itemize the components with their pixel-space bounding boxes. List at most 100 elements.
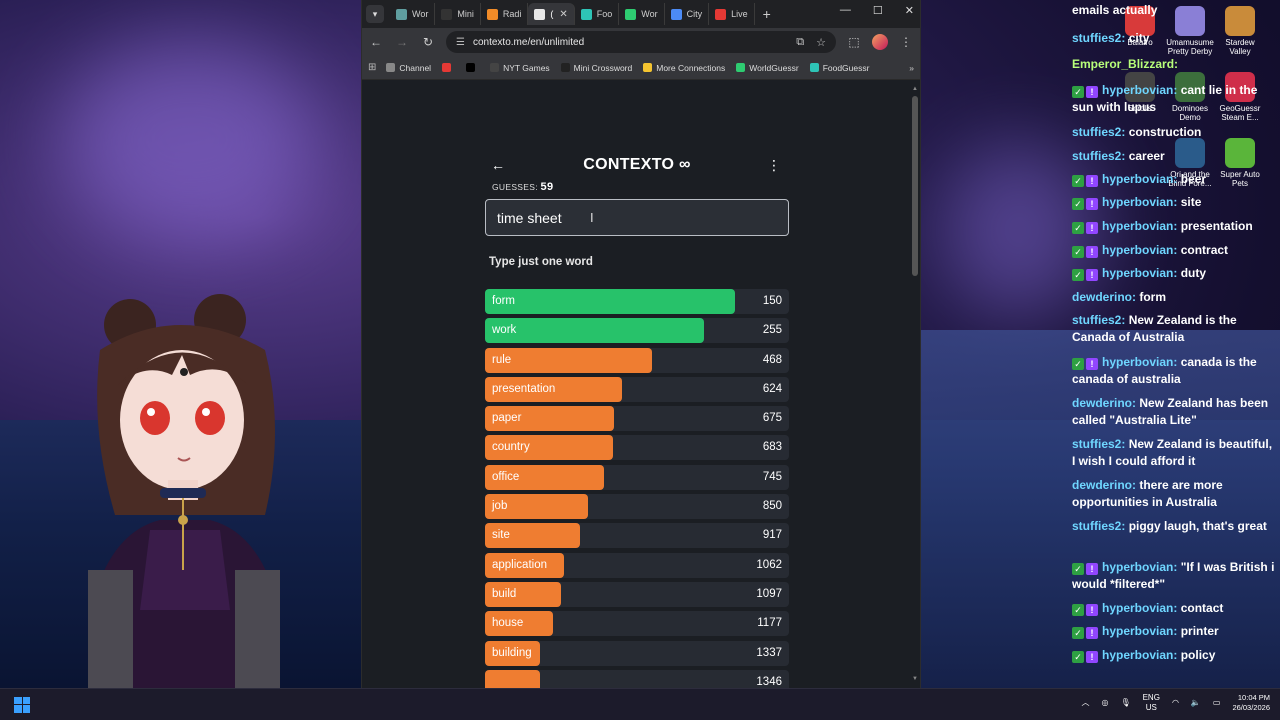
tab-close-icon[interactable]: ✕ <box>559 8 568 20</box>
microphone-icon[interactable]: 🎙 <box>1120 698 1131 708</box>
browser-tab[interactable]: Wor <box>390 3 436 25</box>
page-scrollbar[interactable]: ▲ ▼ <box>912 86 918 682</box>
site-info-icon[interactable]: ☰ <box>456 36 465 48</box>
browser-tab[interactable]: Mini <box>435 3 481 25</box>
volume-icon[interactable]: 🔈 <box>1190 698 1201 708</box>
chat-text: city <box>1128 31 1150 45</box>
bookmark-star-icon[interactable]: ☆ <box>816 36 826 49</box>
chat-text: career <box>1128 149 1165 163</box>
clock[interactable]: 10:04 PM 26/03/2026 <box>1232 693 1270 713</box>
tray-app-icon[interactable]: ◎ <box>1101 698 1109 708</box>
browser-tab[interactable]: Live <box>709 3 755 25</box>
shortcut-icon <box>1175 72 1205 102</box>
more-bookmarks-icon[interactable]: » <box>909 62 914 73</box>
language-indicator[interactable]: ENG US <box>1143 693 1160 712</box>
bookmark-item[interactable] <box>466 63 479 72</box>
similarity-bar <box>485 347 653 373</box>
keyboard-region: US <box>1145 702 1157 712</box>
shortcut-label: Dominoes Demo <box>1171 104 1208 123</box>
tray-overflow-icon[interactable]: ︿ <box>1081 698 1090 708</box>
subscriber-badge-icon: ! <box>1086 198 1098 210</box>
tab-favicon-icon <box>441 8 453 20</box>
desktop-shortcut[interactable]: Scrolls <box>1115 72 1165 113</box>
chat-text: contract <box>1180 243 1229 257</box>
chat-text: duty <box>1180 266 1207 280</box>
bookmark-item[interactable] <box>442 63 455 72</box>
scroll-thumb[interactable] <box>912 96 918 276</box>
reload-icon[interactable]: ↻ <box>422 35 434 49</box>
desktop-shortcut[interactable]: Ori and the Blind Fore... <box>1165 138 1215 188</box>
forward-icon[interactable]: → <box>396 35 408 49</box>
subscriber-badge-icon: ! <box>1086 175 1098 187</box>
subscriber-badge-icon: ! <box>1086 604 1098 616</box>
desktop-shortcut[interactable]: Super Auto Pets <box>1215 138 1265 188</box>
desktop-shortcut[interactable]: Balatro <box>1115 6 1165 47</box>
similarity-bar <box>485 669 540 688</box>
chat-username: stuffies2: <box>1072 149 1126 163</box>
shortcut-icon <box>1225 138 1255 168</box>
bookmark-label: FoodGuessr <box>822 62 870 73</box>
chat-text: New Zealand is beautiful, I wish I could… <box>1072 437 1273 469</box>
scroll-down-icon[interactable]: ▼ <box>912 676 918 682</box>
bookmark-item[interactable]: NYT Games <box>490 63 550 73</box>
extensions-icon[interactable]: ⬚ <box>848 35 860 49</box>
browser-menu-icon[interactable]: ⋮ <box>900 35 912 49</box>
page-title: CONTEXTO ∞ <box>583 156 690 174</box>
chat-username: hyperbovian: <box>1102 172 1178 186</box>
desktop-shortcut[interactable]: Dominoes Demo <box>1165 72 1215 122</box>
desktop-shortcut[interactable]: Umamusume Pretty Derby <box>1165 6 1215 56</box>
clock-time: 10:04 PM <box>1237 693 1270 702</box>
tab-label: ( <box>550 9 554 19</box>
back-arrow-icon[interactable]: ← <box>491 157 505 173</box>
window-controls: — ☐ ✕ <box>840 4 914 17</box>
browser-tab[interactable]: City <box>665 3 710 25</box>
browser-tab[interactable]: (✕ <box>528 3 575 25</box>
battery-icon[interactable]: ▭ <box>1212 698 1221 708</box>
game-menu-icon[interactable]: ⋮ <box>767 156 781 173</box>
guess-rank: 683 <box>762 441 782 454</box>
install-app-icon[interactable]: ⧉ <box>796 35 805 48</box>
verified-badge-icon: ✓ <box>1072 651 1084 663</box>
apps-grid-icon[interactable]: ⊞ <box>368 62 377 73</box>
bookmark-item[interactable]: FoodGuessr <box>809 62 870 73</box>
guess-rank: 1062 <box>756 558 782 571</box>
guess-input[interactable]: time sheet I <box>485 199 789 236</box>
shortcut-label: GeoGuessr Steam E... <box>1219 104 1261 123</box>
bookmark-item[interactable]: WorldGuessr <box>736 63 799 73</box>
browser-tab[interactable]: Radi <box>481 3 529 25</box>
shortcut-label: Scrolls <box>1127 104 1152 113</box>
profile-avatar[interactable] <box>872 34 888 50</box>
tab-strip: ▾ Wor Mini Radi(✕ Foo Wor City Live + — ☐ ✕ <box>362 0 920 28</box>
similarity-bar <box>485 611 554 637</box>
desktop-shortcut[interactable]: GeoGuessr Steam E... <box>1215 72 1265 122</box>
chat-text: construction <box>1128 125 1202 139</box>
wifi-icon[interactable]: ◠ <box>1171 698 1179 708</box>
desktop-shortcut[interactable]: Stardew Valley <box>1215 6 1265 56</box>
back-icon[interactable]: ← <box>370 35 382 49</box>
chat-message: dewderino: New Zealand has been called "… <box>1072 395 1276 430</box>
bookmark-favicon-icon <box>643 63 653 72</box>
bookmark-item[interactable]: Channel <box>386 63 431 73</box>
address-bar[interactable]: ☰ contexto.me/en/unlimited ⧉ ☆ <box>446 31 836 53</box>
chat-message: ✓! hyperbovian: beer <box>1072 171 1276 188</box>
start-button-icon[interactable] <box>14 696 30 713</box>
close-window-icon[interactable]: ✕ <box>904 5 914 17</box>
subscriber-badge-icon: ! <box>1086 269 1098 281</box>
guess-word: job <box>492 500 508 513</box>
chat-text: emails actually <box>1072 3 1158 17</box>
tab-favicon-icon <box>670 8 682 20</box>
subscriber-badge-icon: ! <box>1086 627 1098 639</box>
tab-favicon-icon <box>625 8 637 20</box>
tab-label: Live <box>731 9 748 19</box>
minimize-icon[interactable]: — <box>839 4 851 16</box>
new-tab-button[interactable]: + <box>762 6 771 22</box>
browser-tab[interactable]: Wor <box>619 3 665 25</box>
bookmark-item[interactable]: Mini Crossword <box>560 63 632 73</box>
browser-tab[interactable]: Foo <box>575 3 620 25</box>
scroll-up-icon[interactable]: ▲ <box>912 86 918 92</box>
similarity-bar <box>485 552 565 578</box>
tab-search-icon[interactable]: ▾ <box>366 5 384 23</box>
maximize-icon[interactable]: ☐ <box>872 5 883 17</box>
bookmark-item[interactable]: More Connections <box>643 63 725 73</box>
chat-message: dewderino: there are more opportunities … <box>1072 477 1276 512</box>
